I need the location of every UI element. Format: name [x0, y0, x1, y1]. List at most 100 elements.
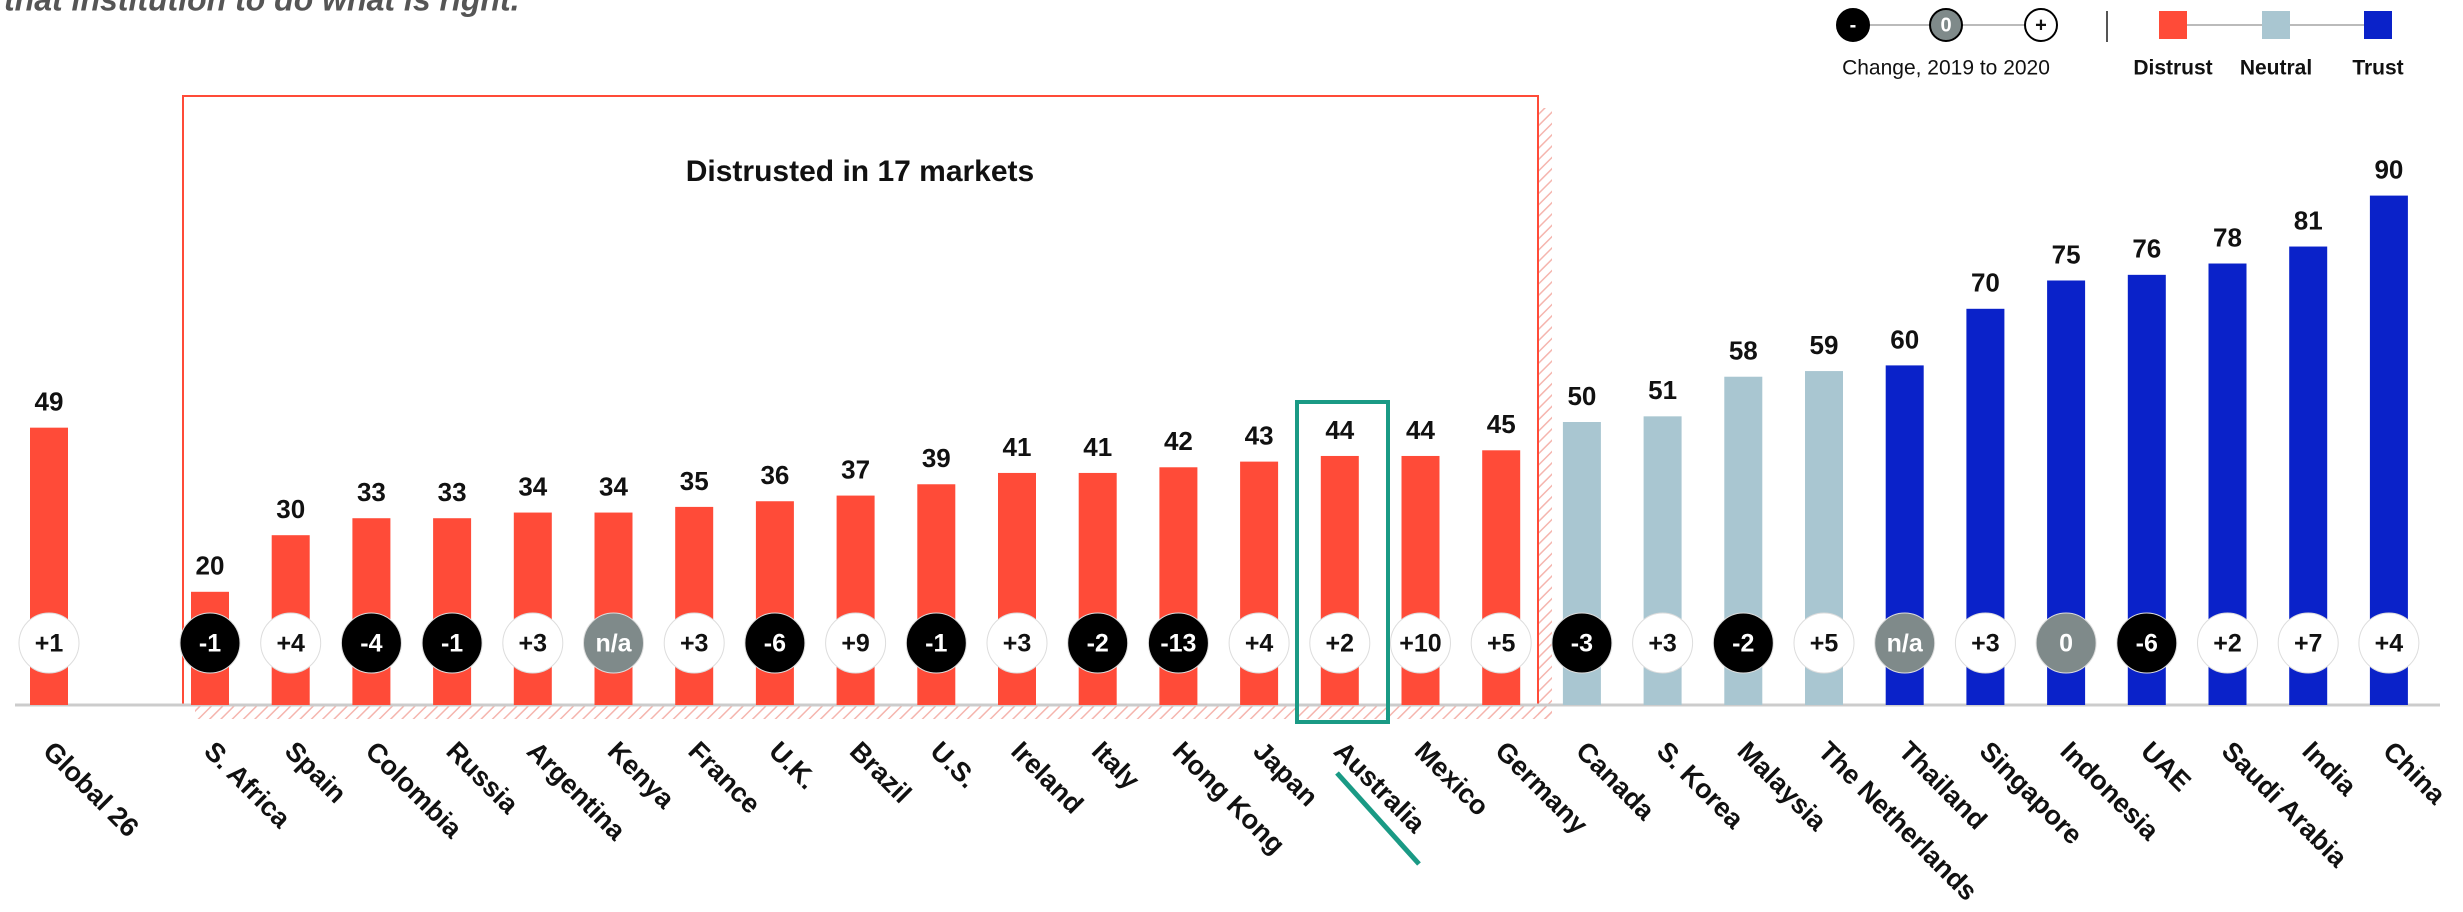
change-label: +5 [1810, 630, 1839, 658]
change-badge [1309, 612, 1371, 674]
value-label: 51 [1648, 375, 1677, 405]
legend-swatch [2159, 11, 2187, 39]
x-tick-label: S. Africa [198, 736, 297, 835]
change-badge [1793, 612, 1855, 674]
change-label: -6 [2136, 630, 2158, 658]
x-tick-label: Ireland [1005, 736, 1089, 820]
bar [513, 512, 552, 705]
value-label: 44 [1406, 415, 1435, 445]
value-label: 50 [1567, 381, 1596, 411]
change-badge [2277, 612, 2339, 674]
change-label: -4 [360, 630, 382, 658]
change-badge [1954, 612, 2016, 674]
value-label: 41 [1083, 432, 1112, 462]
change-badge [1470, 612, 1532, 674]
change-label: n/a [1887, 630, 1924, 658]
change-badge [2035, 612, 2097, 674]
change-badge [179, 612, 241, 674]
change-label: +9 [841, 630, 870, 658]
change-label: +2 [2213, 630, 2242, 658]
change-badge [663, 612, 725, 674]
value-label: 34 [599, 471, 628, 501]
value-label: 70 [1971, 268, 2000, 298]
change-label: -1 [925, 630, 947, 658]
x-tick-label: Spain [279, 736, 352, 809]
value-label: 45 [1487, 409, 1516, 439]
value-label: 33 [438, 477, 467, 507]
highlight-box [1295, 400, 1390, 724]
x-tick-label: S. Korea [1651, 736, 1750, 835]
legend-swatch [2364, 11, 2392, 39]
bar [352, 518, 391, 705]
value-label: 39 [922, 443, 951, 473]
change-label: +7 [2294, 630, 2323, 658]
change-label: -1 [441, 630, 463, 658]
change-label: +10 [1399, 630, 1441, 658]
change-label: +5 [1487, 630, 1516, 658]
box-shadow [1538, 108, 1552, 719]
value-label: 60 [1890, 324, 1919, 354]
change-badge [986, 612, 1048, 674]
legend-label: Trust [2352, 57, 2403, 80]
value-label: 33 [357, 477, 386, 507]
change-badge [421, 612, 483, 674]
x-tick-label: U.S. [925, 736, 983, 794]
change-label: +3 [519, 630, 548, 658]
bar [755, 501, 794, 705]
x-tick-label: France [683, 736, 767, 820]
change-badge [2358, 612, 2420, 674]
legend-title: Change, 2019 to 2020 [1842, 57, 2050, 80]
change-badge [1390, 612, 1451, 674]
x-tick-label: UAE [2135, 736, 2197, 798]
change-label: -2 [1087, 630, 1109, 658]
x-tick-label: Kenya [602, 736, 681, 815]
legend-swatch [2262, 11, 2290, 39]
change-label: +4 [1245, 630, 1274, 658]
value-label: 49 [35, 387, 64, 417]
bar [433, 518, 472, 705]
x-tick-label: Brazil [844, 736, 917, 809]
value-label: 35 [680, 466, 709, 496]
bar [836, 495, 875, 705]
box-shadow [195, 705, 1552, 719]
legend-badge [1929, 8, 1963, 42]
change-badge [340, 612, 402, 674]
change-badge [905, 612, 967, 674]
value-label: 41 [1003, 432, 1032, 462]
x-tick-label: Global 26 [37, 736, 144, 843]
change-label: +1 [35, 630, 64, 658]
value-label: 76 [2132, 234, 2161, 264]
x-tick-label: Italy [1086, 736, 1145, 795]
change-label: n/a [595, 630, 632, 658]
change-badge [260, 612, 322, 674]
value-label: 43 [1245, 420, 1274, 450]
change-label: +2 [1326, 630, 1355, 658]
value-label: 20 [196, 551, 225, 581]
value-label: 90 [2374, 154, 2403, 184]
highlight-line [1335, 771, 1421, 866]
change-badge [18, 612, 80, 674]
value-label: 30 [276, 494, 305, 524]
marks: 49 20 30 33 33 34 34 35 36 37 39 41 41 42 43 44 44 45 50 51… [18, 154, 2452, 907]
value-label: 42 [1164, 426, 1193, 456]
x-tick-label: China [2377, 736, 2452, 811]
value-label: 44 [1325, 415, 1354, 445]
legend-label: Distrust [2133, 57, 2212, 80]
value-label: 37 [841, 454, 870, 484]
change-label: +3 [680, 630, 709, 658]
legend-symbol: - [1850, 14, 1857, 36]
bar [594, 512, 633, 705]
legend-symbol: 0 [1940, 14, 1951, 36]
value-label: 34 [518, 471, 547, 501]
value-label: 58 [1729, 336, 1758, 366]
x-tick-label: Japan [1247, 736, 1323, 812]
change-label: 0 [2059, 630, 2073, 658]
change-badge [1228, 612, 1290, 674]
change-badge [825, 612, 887, 674]
change-badge [1874, 612, 1936, 674]
change-badge [1067, 612, 1129, 674]
change-label: -2 [1732, 630, 1754, 658]
change-label: +4 [276, 630, 305, 658]
value-label: 36 [760, 460, 789, 490]
value-label: 81 [2294, 205, 2323, 235]
